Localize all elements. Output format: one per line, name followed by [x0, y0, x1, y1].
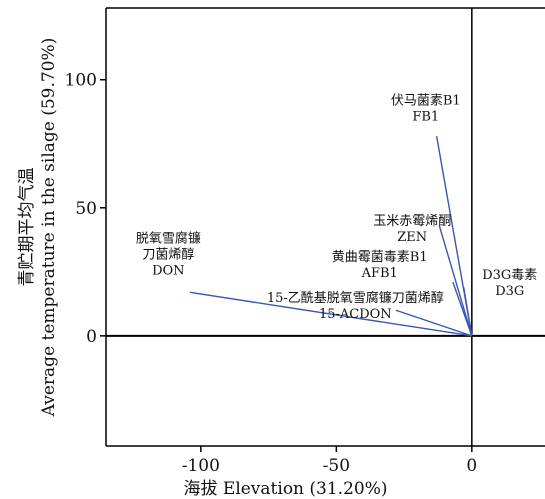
vector-label-don: 脱氧雪腐镰	[136, 230, 201, 246]
vector-label-afb1: 黄曲霉菌毒素B1	[332, 250, 428, 265]
vector-label-acdon: 15-ACDON	[319, 307, 392, 322]
y-axis-title: 青贮期平均气温 Average temperature in the silage…	[17, 38, 59, 418]
plot-frame	[105, 7, 545, 447]
y-axis-title-line: Average temperature in the silage (59.70…	[39, 38, 59, 418]
vector-acdon	[395, 309, 473, 337]
y-tick-label: 100	[65, 71, 97, 91]
vector-zen	[438, 225, 473, 337]
vector-label-don: DON	[152, 263, 184, 278]
vector-don	[189, 291, 472, 337]
loading-vectors	[189, 135, 473, 337]
vector-label-don: 刀菌烯醇	[142, 246, 194, 262]
vector-label-acdon: 15-乙酰基脱氧雪腐镰刀菌烯醇	[267, 290, 444, 306]
vector-label-d3g: D3G毒素	[482, 268, 537, 283]
vector-label-fb1: 伏马菌素B1	[391, 94, 461, 109]
vector-label-zen: 玉米赤霉烯酮	[373, 214, 451, 229]
vector-label-d3g: D3G	[495, 284, 524, 299]
y-tick-label: 0	[86, 327, 97, 347]
vector-label-afb1: AFB1	[361, 266, 398, 281]
y-axis-title-line: 青贮期平均气温	[17, 168, 37, 287]
vector-d3g	[463, 287, 473, 336]
vector-afb1	[452, 281, 473, 337]
y-tick-label: 50	[75, 199, 97, 219]
x-tick-label: -50	[323, 456, 350, 476]
vector-label-fb1: FB1	[412, 110, 439, 125]
x-tick-label: 0	[466, 456, 477, 476]
axis-ticks: 0 50 100 -100 -50 0	[65, 71, 478, 476]
x-axis-title: 海拔 Elevation (31.20%)	[184, 479, 388, 499]
vector-label-zen: ZEN	[397, 230, 427, 245]
x-tick-label: -100	[182, 456, 220, 476]
zero-reference-lines	[106, 8, 545, 446]
